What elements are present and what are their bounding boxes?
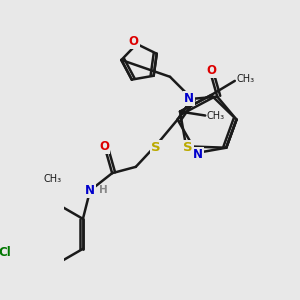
Text: H: H bbox=[99, 185, 108, 195]
Text: CH₃: CH₃ bbox=[44, 174, 62, 184]
Text: S: S bbox=[152, 141, 161, 154]
Text: O: O bbox=[129, 35, 139, 48]
Text: S: S bbox=[183, 141, 193, 154]
Text: N: N bbox=[194, 148, 203, 161]
Text: O: O bbox=[206, 64, 216, 77]
Text: O: O bbox=[99, 140, 109, 153]
Text: N: N bbox=[184, 92, 194, 105]
Text: Cl: Cl bbox=[0, 246, 11, 259]
Text: CH₃: CH₃ bbox=[236, 74, 254, 84]
Text: CH₃: CH₃ bbox=[207, 110, 225, 121]
Text: N: N bbox=[85, 184, 95, 197]
